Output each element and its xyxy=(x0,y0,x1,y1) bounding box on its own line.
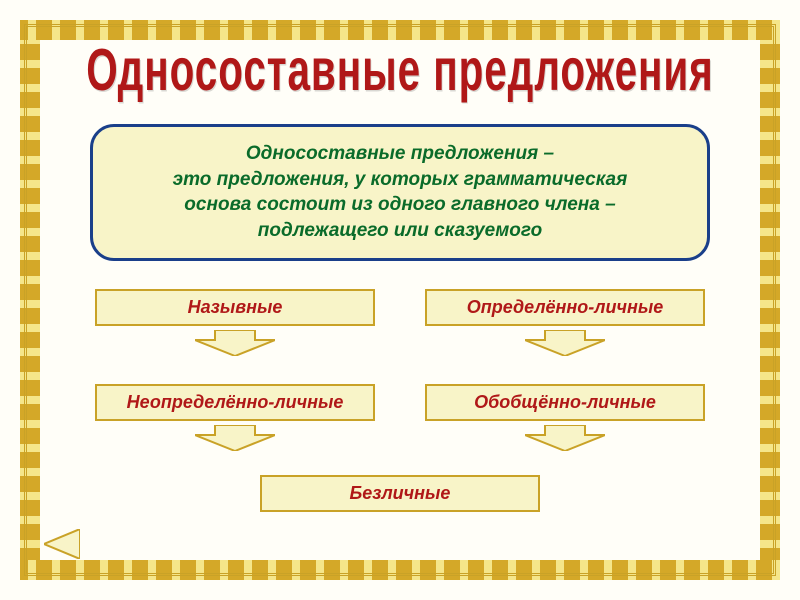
row-3: Безличные xyxy=(32,475,768,512)
definition-box: Односоставные предложения – это предложе… xyxy=(90,124,710,261)
node-nominative[interactable]: Назывные xyxy=(95,289,375,326)
node-indefinite-personal[interactable]: Неопределённо-личные xyxy=(95,384,375,421)
definition-line-1: Односоставные предложения – xyxy=(117,141,683,167)
node-wrap-indefinite-personal: Неопределённо-личные xyxy=(95,384,375,451)
back-button[interactable] xyxy=(44,529,80,564)
definition-line-2: это предложения, у которых грамматическа… xyxy=(117,167,683,193)
arrow-down-icon xyxy=(195,425,275,451)
node-wrap-impersonal: Безличные xyxy=(260,475,540,512)
node-wrap-generalized-personal: Обобщённо-личные xyxy=(425,384,705,451)
triangle-left-icon xyxy=(44,529,80,559)
arrow-down-icon xyxy=(525,425,605,451)
node-wrap-definite-personal: Определённо-личные xyxy=(425,289,705,356)
slide-content: Односоставные предложения Односоставные … xyxy=(32,32,768,568)
row-2: Неопределённо-личные Обобщённо-личные xyxy=(32,384,768,451)
definition-line-4: подлежащего или сказуемого xyxy=(117,218,683,244)
page-title: Односоставные предложения xyxy=(61,37,738,105)
node-wrap-nominative: Назывные xyxy=(95,289,375,356)
row-1: Назывные Определённо-личные xyxy=(32,289,768,356)
node-definite-personal[interactable]: Определённо-личные xyxy=(425,289,705,326)
node-generalized-personal[interactable]: Обобщённо-личные xyxy=(425,384,705,421)
arrow-down-icon xyxy=(195,330,275,356)
arrow-down-icon xyxy=(525,330,605,356)
definition-line-3: основа состоит из одного главного члена … xyxy=(117,192,683,218)
node-impersonal[interactable]: Безличные xyxy=(260,475,540,512)
